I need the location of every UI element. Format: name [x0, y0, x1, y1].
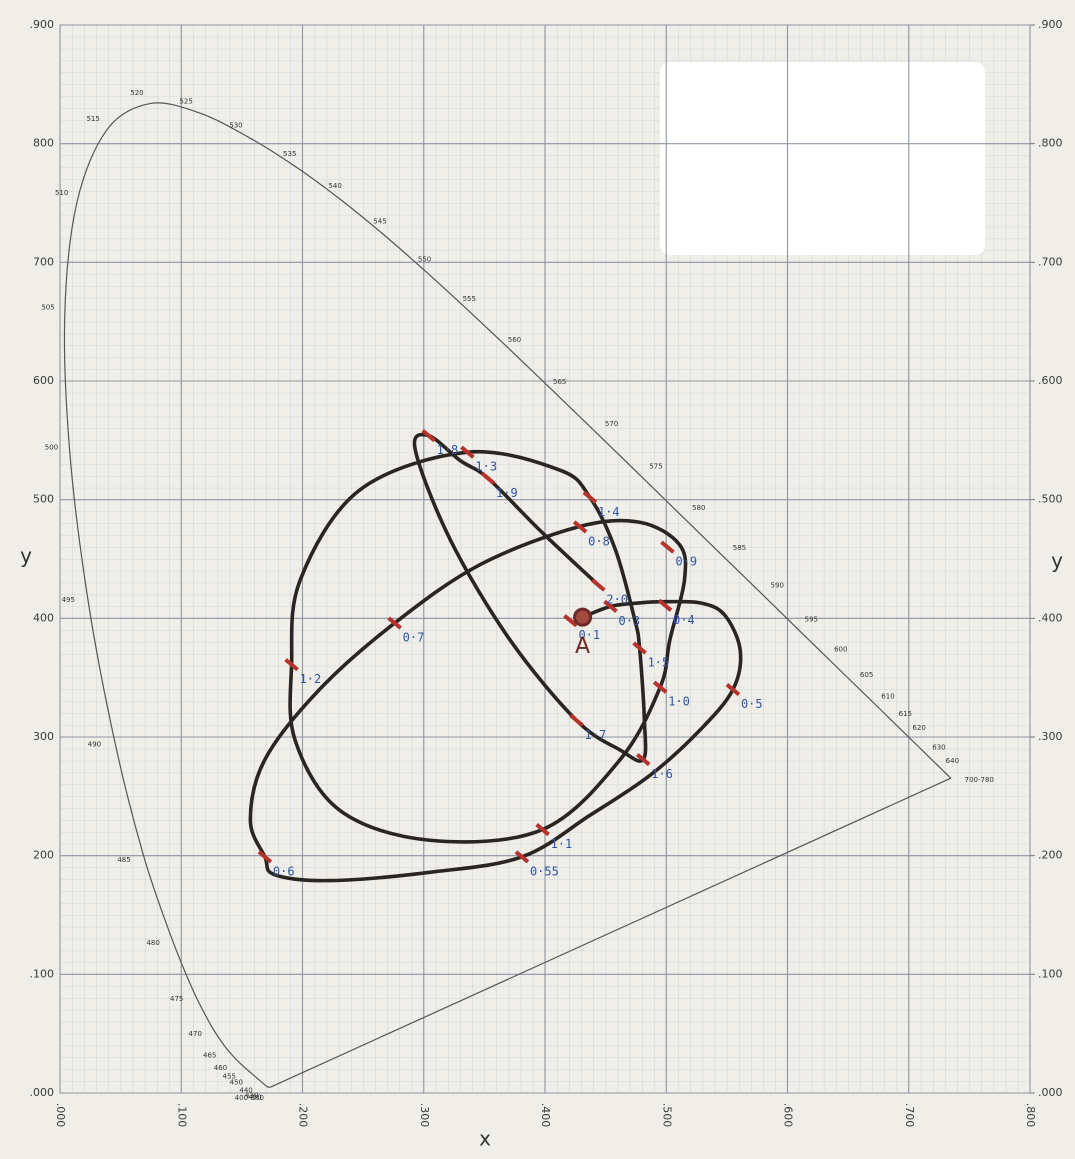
wavelength-label: 615 — [899, 710, 912, 718]
wavelength-label: 595 — [805, 616, 818, 624]
y-tick-label: 300 — [33, 730, 54, 743]
point-a — [575, 609, 591, 625]
x-tick-label: .100 — [175, 1103, 188, 1128]
marker-label: 0·3 — [618, 614, 640, 628]
marker-label: 0·6 — [273, 864, 295, 878]
wavelength-label: 530 — [229, 121, 242, 129]
wavelength-label: 565 — [553, 378, 566, 386]
chart: x y y .000 .100 .200 .300 .400 .500 .600 .700 .8… — [0, 0, 1075, 1155]
wavelength-label: 520 — [130, 89, 143, 97]
x-tick-label: .500 — [660, 1103, 673, 1128]
wavelength-label: 465 — [203, 1052, 216, 1060]
y2-tick-label: .700 — [1038, 255, 1063, 268]
y2-tick-label: .800 — [1038, 137, 1063, 150]
wavelength-label: 560 — [508, 336, 521, 344]
y-axis-title: y — [20, 544, 32, 568]
wavelength-label: 545 — [373, 218, 386, 226]
marker-label: 0·55 — [530, 864, 559, 878]
marker-label: 0·8 — [588, 534, 610, 548]
x-tick-label: .600 — [782, 1103, 795, 1128]
marker-label: 1·1 — [551, 837, 573, 851]
y2-tick-label: .000 — [1038, 1086, 1063, 1099]
marker-label: 1·5 — [648, 656, 670, 670]
page: {"chart_data": { "type": "line", "xlabel… — [0, 0, 1075, 1155]
y2-tick-label: .200 — [1038, 849, 1063, 862]
wavelength-label: 535 — [283, 150, 296, 158]
marker-label: 2·0 — [606, 593, 628, 607]
wavelength-label: 495 — [62, 596, 75, 604]
marker-label: 1·7 — [585, 728, 607, 742]
marker-label: 1·6 — [651, 767, 673, 781]
blank-box — [660, 62, 985, 255]
wavelength-label: 490 — [88, 740, 101, 748]
y-tick-label: 700 — [33, 255, 54, 268]
y2-tick-label: .600 — [1038, 374, 1063, 387]
marker-label: 1·9 — [496, 486, 518, 500]
marker-label: 0·4 — [673, 613, 695, 627]
wavelength-label: 515 — [86, 115, 99, 123]
x-tick-label: .800 — [1024, 1103, 1037, 1128]
marker-label: 1·2 — [300, 672, 322, 686]
wavelength-label: 575 — [649, 462, 662, 470]
marker-label: 0·5 — [741, 697, 763, 711]
wavelength-label: 700-780 — [965, 776, 994, 784]
wavelength-label: 500 — [45, 444, 58, 452]
wavelength-label: 510 — [55, 189, 68, 197]
wavelength-label: 475 — [170, 995, 183, 1003]
wavelength-label: 630 — [932, 744, 945, 752]
wavelength-label: 470 — [189, 1030, 202, 1038]
y2-tick-label: .100 — [1038, 967, 1063, 980]
y2-tick-label: .900 — [1038, 18, 1063, 31]
wavelength-label: 460 — [214, 1064, 227, 1072]
wavelength-label: 550 — [418, 256, 431, 264]
marker-label: 1·8 — [437, 443, 459, 457]
x-tick-label: .300 — [418, 1103, 431, 1128]
marker-label: 1·3 — [475, 460, 497, 474]
wavelength-label: 640 — [946, 757, 959, 765]
y-tick-label: .100 — [30, 967, 55, 980]
wavelength-label: 525 — [179, 98, 192, 106]
y2-axis-title: y — [1051, 549, 1063, 573]
x-tick-label: .200 — [297, 1103, 310, 1128]
wavelength-label: 570 — [605, 420, 618, 428]
x-tick-label: .400 — [539, 1103, 552, 1128]
y-tick-label: 400 — [33, 611, 54, 624]
marker-label: 1·0 — [668, 695, 690, 709]
y-tick-label: 600 — [33, 374, 54, 387]
wavelength-label: 580 — [692, 504, 705, 512]
wavelength-label: 480 — [146, 939, 159, 947]
y2-tick-label: .400 — [1038, 611, 1063, 624]
y-tick-label: 200 — [33, 849, 54, 862]
wavelength-label: 455 — [223, 1072, 236, 1080]
y-tick-label: .000 — [30, 1086, 55, 1099]
wavelength-label: 600 — [834, 645, 847, 653]
wavelength-label: 485 — [117, 856, 130, 864]
y-tick-label: 800 — [33, 137, 54, 150]
wavelength-label: 585 — [733, 544, 746, 552]
x-axis-title: x — [479, 1127, 491, 1151]
wavelength-label: 505 — [41, 304, 54, 312]
point-a-label: A — [575, 634, 590, 659]
y-tick-label: 500 — [33, 493, 54, 506]
y2-tick-label: .500 — [1038, 493, 1063, 506]
marker-label: 1·4 — [598, 505, 620, 519]
wavelength-label: 610 — [881, 693, 894, 701]
wavelength-label: 540 — [328, 182, 341, 190]
marker-label: 0·7 — [403, 631, 425, 645]
x-tick-label: .700 — [903, 1103, 916, 1128]
y2-tick-label: .300 — [1038, 730, 1063, 743]
wavelength-label: 605 — [860, 671, 873, 679]
wavelength-label: 590 — [771, 581, 784, 589]
y-tick-label: .900 — [30, 18, 55, 31]
x-tick-label: .000 — [54, 1103, 67, 1128]
wavelength-label: 440 — [239, 1087, 252, 1095]
wavelength-label: 620 — [912, 724, 925, 732]
marker-label: 0·9 — [675, 555, 697, 569]
wavelength-label: 555 — [463, 295, 476, 303]
